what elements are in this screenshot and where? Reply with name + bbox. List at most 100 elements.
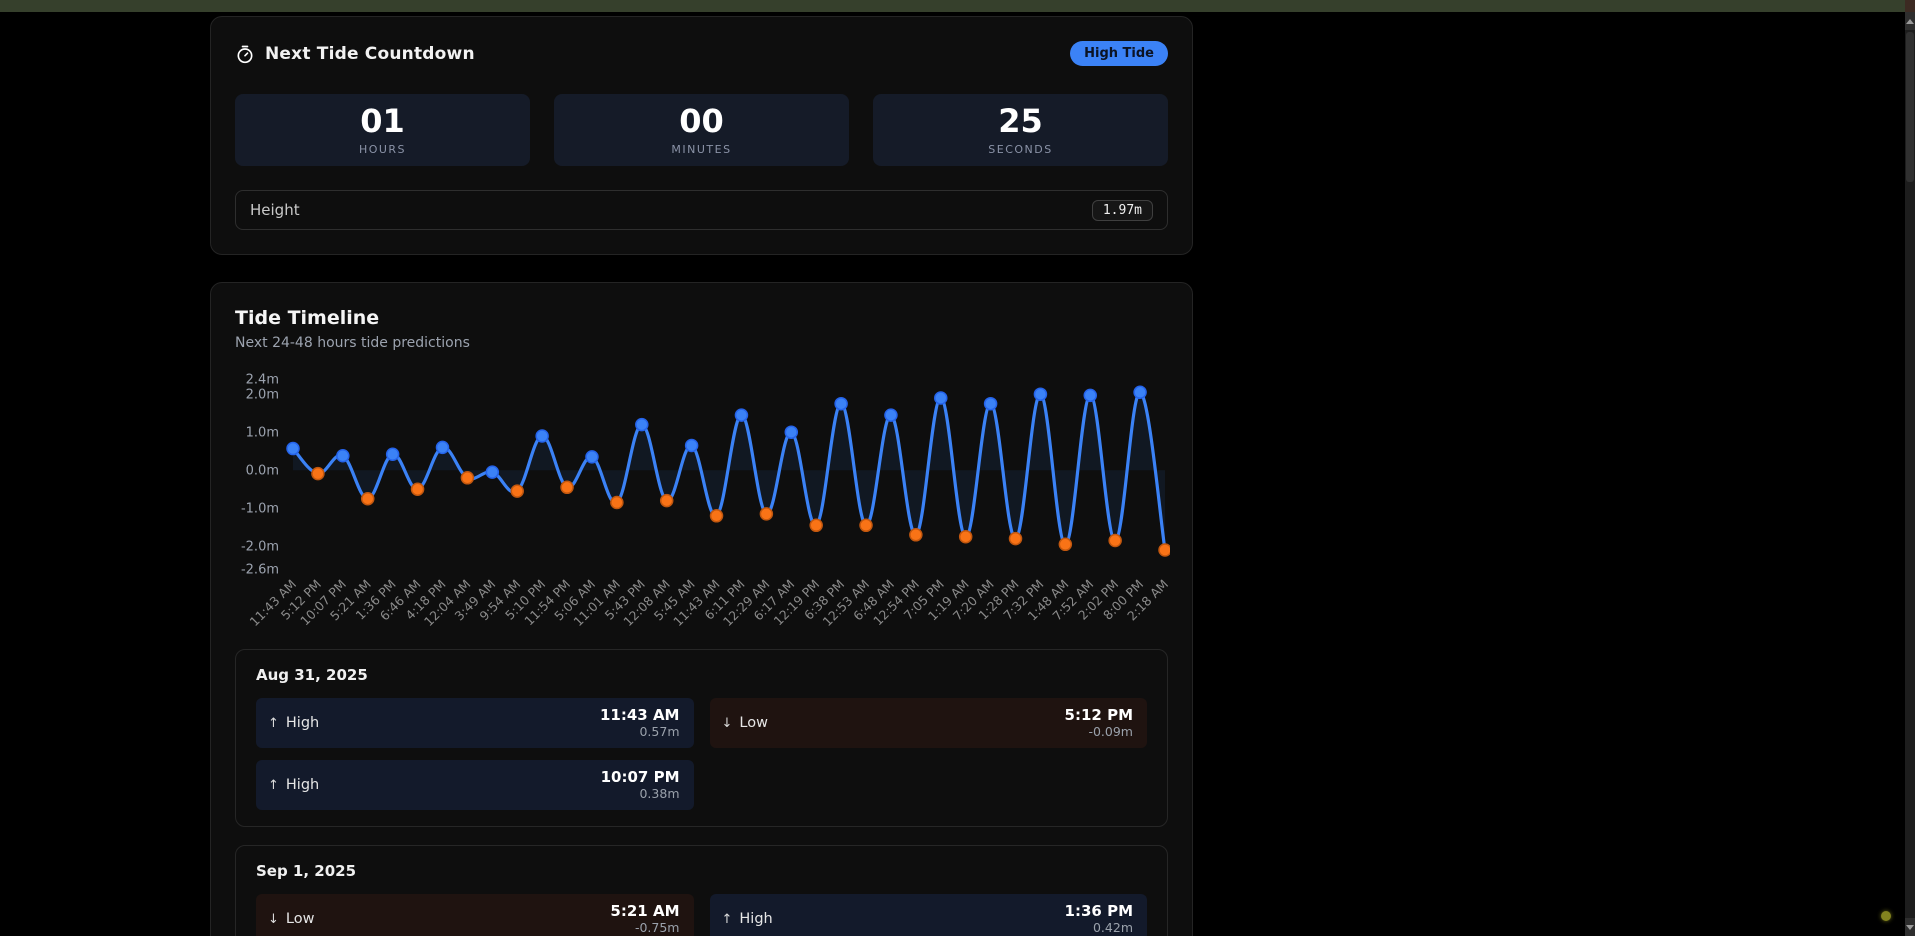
chart-point-low[interactable] (510, 484, 524, 498)
chart-point-low[interactable] (610, 495, 624, 510)
tide-event-high: ↑ High 10:07 PM 0.38m (256, 760, 694, 810)
countdown-card-header: Next Tide Countdown High Tide (235, 41, 1168, 66)
tide-event-height: -0.75m (634, 919, 680, 935)
scroll-down-icon (1906, 924, 1914, 930)
tide-event-high: ↑ High 1:36 PM 0.42m (709, 894, 1147, 936)
chart-point-low[interactable] (809, 518, 823, 533)
chart-point-high[interactable] (1133, 385, 1147, 400)
chart-point-high[interactable] (1083, 388, 1098, 403)
chart-point-low[interactable] (709, 509, 724, 523)
height-value-pill: 1.97m (1091, 199, 1153, 221)
tide-day-list: Aug 31, 2025 ↑ High 11:43 AM 0.57m ↓ Low 5:12 P… (235, 649, 1168, 936)
tide-event-height: -0.09m (1088, 723, 1133, 739)
chart-point-high[interactable] (934, 391, 948, 405)
countdown-minutes-tile: 00 MINUTES (554, 94, 849, 166)
tide-event-values: 1:36 PM 0.42m (1065, 903, 1133, 935)
tide-chart[interactable]: 2.4m 2.0m 1.0m 0.0m -1.0m -2.0m -2.6m 11:43 AM 5… (235, 369, 1172, 631)
minutes-value: 00 (679, 101, 724, 140)
main-content: Next Tide Countdown High Tide 01 HOURS 0… (210, 16, 1193, 936)
hours-label: HOURS (358, 142, 407, 156)
chart-point-low[interactable] (958, 529, 973, 544)
tide-event-type-label: High (285, 777, 320, 793)
y-axis-tick-label: -2.0m (241, 540, 279, 555)
chart-point-low[interactable] (311, 466, 325, 481)
countdown-header-left: Next Tide Countdown (235, 44, 475, 64)
tide-event-height: 0.42m (1092, 919, 1133, 935)
seconds-label: SECONDS (988, 142, 1053, 156)
day-date-label: Aug 31, 2025 (256, 666, 368, 684)
tide-area-fill (293, 392, 1165, 550)
hours-value: 01 (360, 101, 405, 140)
tide-event-low: ↓ Low 5:21 AM -0.75m (256, 894, 694, 936)
chart-point-high[interactable] (635, 417, 649, 432)
y-axis-tick-label: 2.0m (246, 388, 279, 403)
y-axis-tick-label: 1.0m (246, 426, 279, 441)
tide-event-height: 0.38m (639, 785, 680, 801)
chart-point-low[interactable] (360, 491, 375, 506)
scrollbar-down-button[interactable] (1905, 918, 1915, 936)
tide-status-badge: High Tide (1070, 41, 1168, 66)
tide-timeline-card: Tide Timeline Next 24-48 hours tide pred… (210, 282, 1193, 936)
chart-point-high[interactable] (485, 465, 500, 479)
height-label: Height (250, 201, 300, 219)
timeline-card-subtitle: Next 24-48 hours tide predictions (235, 335, 470, 351)
day-date-label: Sep 1, 2025 (256, 862, 357, 880)
scrollbar-thumb[interactable] (1906, 32, 1914, 182)
chart-point-low[interactable] (759, 507, 774, 521)
seconds-value: 25 (998, 101, 1043, 140)
chart-point-high[interactable] (385, 447, 400, 461)
status-indicator-dot (1881, 911, 1891, 921)
arrow-down-icon: ↓ (268, 911, 279, 927)
chart-point-high[interactable] (435, 440, 450, 455)
window-top-bar-corner (1905, 0, 1915, 12)
chart-point-high[interactable] (336, 449, 350, 463)
minutes-label: MINUTES (671, 142, 732, 156)
tide-events-grid: ↑ High 11:43 AM 0.57m ↓ Low 5:12 PM -0.09m ↑ High… (256, 698, 1147, 810)
chart-point-high[interactable] (585, 450, 599, 464)
chart-point-low[interactable] (560, 480, 574, 495)
tide-day-section: Aug 31, 2025 ↑ High 11:43 AM 0.57m ↓ Low 5:12 P… (235, 649, 1168, 827)
chart-point-high[interactable] (684, 438, 699, 453)
countdown-hours-tile: 01 HOURS (235, 94, 530, 166)
chart-point-high[interactable] (884, 408, 898, 422)
chart-point-low[interactable] (909, 528, 923, 542)
tide-event-type: ↑ High (722, 911, 773, 927)
chart-point-low[interactable] (460, 471, 475, 485)
chart-point-low[interactable] (1058, 537, 1073, 552)
tide-event-time: 11:43 AM (599, 705, 680, 724)
chart-point-low[interactable] (859, 518, 873, 533)
vertical-scrollbar[interactable] (1905, 12, 1915, 936)
y-axis-tick-label: -1.0m (241, 502, 279, 517)
tide-event-type-label: High (739, 911, 773, 927)
window-top-bar (0, 0, 1915, 12)
chart-point-high[interactable] (784, 425, 799, 439)
chart-point-low[interactable] (410, 482, 425, 496)
chart-point-high[interactable] (535, 429, 549, 443)
chart-point-low[interactable] (1158, 543, 1172, 557)
tide-event-type: ↑ High (268, 777, 319, 793)
chart-point-low[interactable] (1008, 531, 1023, 546)
y-axis-tick-label: 0.0m (246, 464, 279, 479)
tide-event-type: ↑ High (268, 715, 319, 731)
chart-point-high[interactable] (1033, 387, 1048, 401)
scrollbar-up-button[interactable] (1905, 12, 1915, 30)
chart-point-high[interactable] (734, 408, 749, 422)
timeline-card-title: Tide Timeline (235, 307, 380, 329)
tide-event-type-label: High (285, 715, 320, 731)
chart-point-low[interactable] (1108, 533, 1122, 548)
tide-event-height: 0.57m (639, 723, 680, 739)
tide-event-values: 5:12 PM -0.09m (1065, 707, 1133, 739)
y-axis-tick-label: 2.4m (246, 373, 279, 388)
chart-point-high[interactable] (983, 396, 998, 411)
tide-event-type-label: Low (739, 715, 768, 731)
chart-point-high[interactable] (834, 396, 848, 411)
arrow-up-icon: ↑ (268, 715, 279, 731)
countdown-tiles: 01 HOURS 00 MINUTES 25 SECONDS (235, 94, 1168, 166)
chart-point-low[interactable] (659, 493, 674, 508)
countdown-card-title: Next Tide Countdown (265, 43, 475, 64)
chart-point-high[interactable] (286, 441, 300, 456)
scroll-up-icon (1906, 18, 1914, 24)
tide-event-time: 10:07 PM (600, 767, 680, 786)
